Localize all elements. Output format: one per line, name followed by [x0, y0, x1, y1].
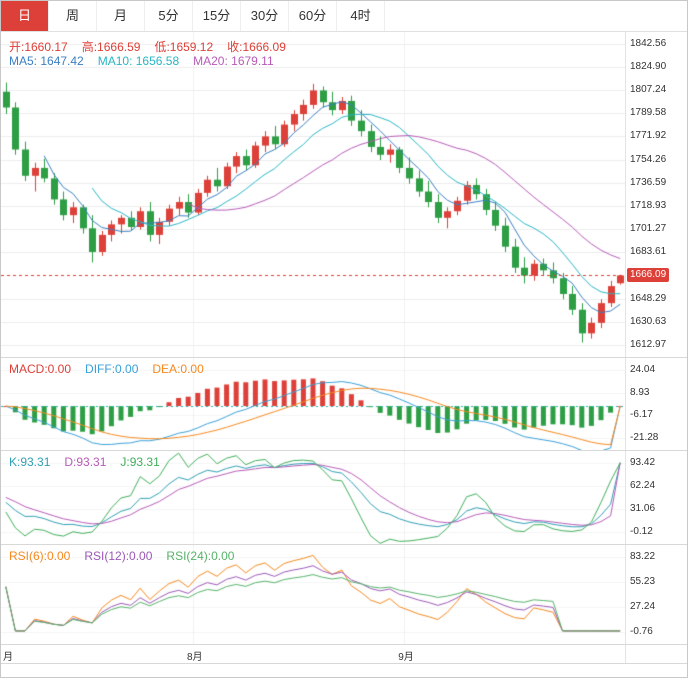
x-axis-label: 9月 — [398, 652, 414, 663]
axis-label: 1683.61 — [630, 246, 667, 258]
k-readout: K:93.31 — [9, 455, 51, 469]
x-axis-corner — [625, 645, 687, 663]
macd-readout: MACD:0.00 — [9, 362, 72, 376]
rsi-readout: RSI(6):0.00 RSI(12):0.00 RSI(24):0.00 — [9, 549, 234, 563]
kdj-chart-canvas[interactable] — [1, 451, 625, 544]
axis-label: 1701.27 — [630, 223, 667, 235]
j-readout: J:93.31 — [120, 455, 160, 469]
tab-60min[interactable]: 60分 — [289, 1, 337, 31]
axis-label: 1718.93 — [630, 200, 667, 212]
axis-label: 1807.24 — [630, 84, 667, 96]
tab-4hour[interactable]: 4时 — [337, 1, 385, 31]
axis-label: 1754.26 — [630, 153, 667, 165]
axis-label: 1612.97 — [630, 339, 667, 351]
axis-label: 93.42 — [630, 456, 656, 468]
ma5-readout: MA5: 1647.42 — [9, 54, 84, 68]
footer-strip — [1, 664, 687, 676]
close-readout: 收:1666.09 — [227, 40, 286, 54]
price-axis: 1842.56 1824.90 1807.24 1789.58 1771.92 1754.… — [625, 32, 687, 357]
axis-label: 1648.29 — [630, 292, 667, 304]
d-readout: D:93.31 — [64, 455, 107, 469]
rsi6-readout: RSI(6):0.00 — [9, 549, 71, 563]
kdj-readout: K:93.31 D:93.31 J:93.31 — [9, 455, 160, 469]
ohlc-readout: 开:1660.17 高:1666.59 低:1659.12 收:1666.09 — [9, 38, 286, 55]
toolbar: 日周月 5分 15分 30分 60分 4时 — [1, 1, 687, 32]
dea-readout: DEA:0.00 — [152, 362, 204, 376]
macd-panel: MACD:0.00 DIFF:0.00 DEA:0.00 24.04 8.93 -6.1… — [1, 358, 687, 451]
tab-day[interactable]: 日 — [1, 1, 49, 31]
diff-readout: DIFF:0.00 — [85, 362, 139, 376]
high-readout: 高:1666.59 — [81, 40, 141, 54]
axis-label: 31.06 — [630, 503, 656, 515]
ma10-readout: MA10: 1656.58 — [97, 54, 180, 68]
macd-chart-canvas[interactable] — [1, 358, 625, 450]
rsi-axis: 83.22 55.23 27.24 -0.76 — [625, 545, 687, 644]
tab-30min[interactable]: 30分 — [241, 1, 289, 31]
tab-15min[interactable]: 15分 — [193, 1, 241, 31]
axis-label: 1824.90 — [630, 60, 667, 72]
axis-label: 1842.56 — [630, 37, 667, 49]
low-readout: 低:1659.12 — [154, 40, 214, 54]
axis-label: -0.76 — [630, 625, 653, 637]
axis-label: 1771.92 — [630, 130, 667, 142]
ma20-readout: MA20: 1679.11 — [193, 54, 274, 68]
axis-label: -0.12 — [630, 526, 653, 538]
macd-readout: MACD:0.00 DIFF:0.00 DEA:0.00 — [9, 362, 204, 376]
axis-label: 62.24 — [630, 479, 656, 491]
axis-label: -6.17 — [630, 409, 653, 421]
x-axis-label: 8月 — [187, 652, 203, 663]
rsi-chart-canvas[interactable] — [1, 545, 625, 644]
ma-readout: MA5: 1647.42 MA10: 1656.58 MA20: 1679.11 — [9, 54, 274, 68]
axis-label: 24.04 — [630, 363, 656, 375]
axis-label: 83.22 — [630, 551, 656, 563]
axis-label: 1789.58 — [630, 107, 667, 119]
axis-label: 55.23 — [630, 576, 656, 588]
rsi24-readout: RSI(24):0.00 — [166, 549, 235, 563]
axis-label: 8.93 — [630, 386, 650, 398]
current-price-badge: 1666.09 — [627, 268, 670, 283]
tab-month[interactable]: 月 — [97, 1, 145, 31]
axis-label: 1736.59 — [630, 176, 667, 188]
axis-label: 1630.63 — [630, 316, 667, 328]
kdj-axis: 93.42 62.24 31.06 -0.12 — [625, 451, 687, 544]
open-readout: 开:1660.17 — [9, 40, 68, 54]
price-chart-canvas[interactable] — [1, 32, 625, 357]
axis-label: 27.24 — [630, 600, 656, 612]
price-panel: 开:1660.17 高:1666.59 低:1659.12 收:1666.09 MA5… — [1, 32, 687, 358]
tab-5min[interactable]: 5分 — [145, 1, 193, 31]
macd-axis: 24.04 8.93 -6.17 -21.28 — [625, 358, 687, 450]
x-axis-label: 月 — [3, 652, 13, 663]
kdj-panel: K:93.31 D:93.31 J:93.31 93.42 62.24 31.06 -0.… — [1, 451, 687, 545]
tab-week[interactable]: 周 — [49, 1, 97, 31]
x-axis: 月 8月 9月 — [1, 645, 687, 664]
rsi12-readout: RSI(12):0.00 — [84, 549, 153, 563]
rsi-panel: RSI(6):0.00 RSI(12):0.00 RSI(24):0.00 83.2… — [1, 545, 687, 645]
axis-label: -21.28 — [630, 432, 659, 444]
